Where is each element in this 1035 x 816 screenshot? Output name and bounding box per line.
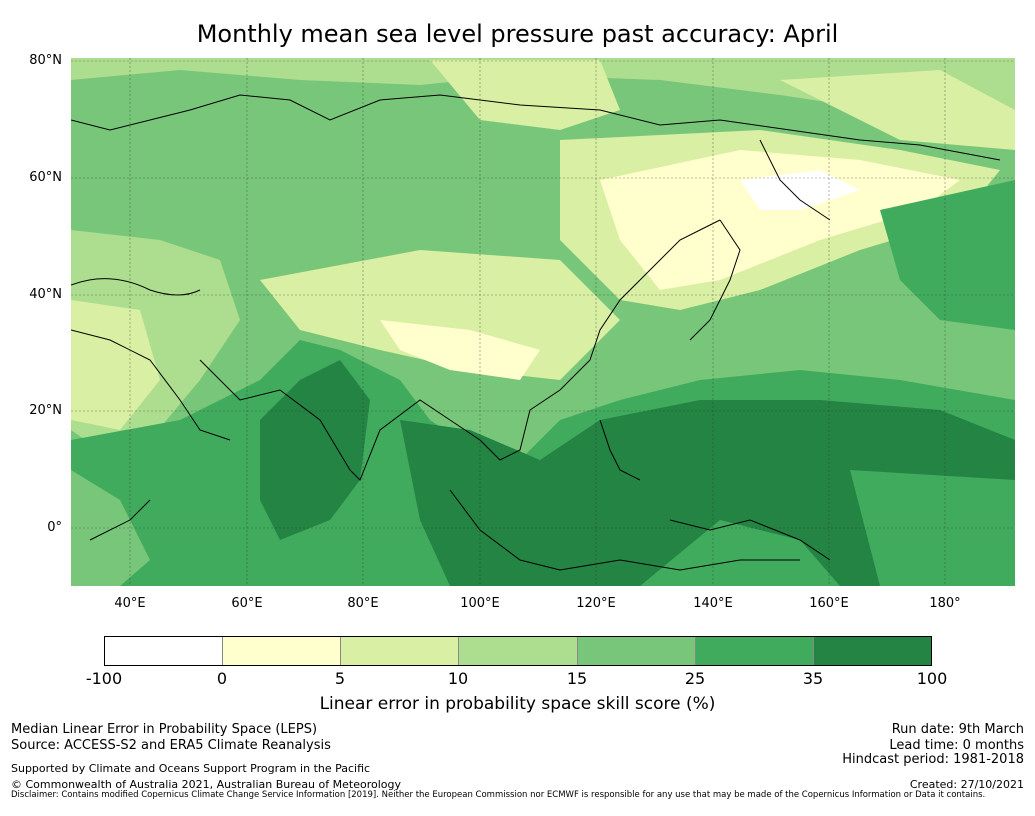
colorbar-tick: 5 bbox=[334, 669, 346, 688]
region-sw-medium bbox=[71, 470, 150, 586]
colorbar-tick: 25 bbox=[684, 669, 706, 688]
colorbar bbox=[104, 636, 932, 666]
footer-hindcast: Hindcast period: 1981-2018 bbox=[842, 752, 1024, 767]
footer-copyright: © Commonwealth of Australia 2021, Austra… bbox=[11, 778, 401, 791]
region-white-ne bbox=[740, 170, 860, 210]
footer-support: Supported by Climate and Oceans Support … bbox=[11, 762, 371, 775]
footer-run-date: Run date: 9th March bbox=[891, 722, 1024, 737]
lon-label-120e: 120°E bbox=[576, 596, 616, 611]
lat-label-20n: 20°N bbox=[29, 403, 62, 418]
footer-disclaimer: Disclaimer: Contains modified Copernicus… bbox=[11, 790, 986, 800]
lon-label-60e: 60°E bbox=[231, 596, 263, 611]
colorbar-swatch-2 bbox=[223, 637, 342, 665]
footer-lead-time: Lead time: 0 months bbox=[889, 738, 1024, 753]
colorbar-swatch-7 bbox=[813, 637, 931, 665]
region-arabia-yellow bbox=[71, 300, 160, 430]
lon-label-140e: 140°E bbox=[693, 596, 733, 611]
colorbar-tick: -100 bbox=[85, 669, 123, 688]
colorbar-tick: 100 bbox=[916, 669, 948, 688]
footer-source: Source: ACCESS-S2 and ERA5 Climate Reana… bbox=[11, 738, 331, 753]
coastlines bbox=[71, 94, 1001, 571]
colorbar-tick: 0 bbox=[216, 669, 228, 688]
lat-label-0: 0° bbox=[47, 520, 62, 535]
lon-label-180: 180° bbox=[929, 596, 961, 611]
region-central-paleyellow bbox=[600, 150, 960, 290]
colorbar-swatch-3 bbox=[341, 637, 460, 665]
lat-label-40n: 40°N bbox=[29, 287, 62, 302]
footer-created: Created: 27/10/2021 bbox=[909, 778, 1024, 791]
colorbar-swatch-5 bbox=[577, 637, 696, 665]
lat-label-60n: 60°N bbox=[29, 170, 62, 185]
region-pacific-ne bbox=[880, 180, 1015, 330]
map-title: Monthly mean sea level pressure past acc… bbox=[196, 20, 839, 48]
region-indonesia-dark bbox=[400, 400, 1015, 586]
region-north-light bbox=[71, 58, 1015, 120]
colorbar-tick: 10 bbox=[447, 669, 469, 688]
colorbar-tick: 35 bbox=[802, 669, 824, 688]
region-ne-yellow bbox=[780, 70, 1015, 150]
colorbar-swatch-6 bbox=[695, 637, 814, 665]
lon-label-160e: 160°E bbox=[809, 596, 849, 611]
lat-label-80n: 80°N bbox=[29, 53, 62, 68]
lon-label-80e: 80°E bbox=[347, 596, 379, 611]
footer-leps: Median Linear Error in Probability Space… bbox=[11, 722, 318, 737]
lon-label-100e: 100°E bbox=[460, 596, 500, 611]
region-asia-paleyellow bbox=[380, 320, 540, 380]
region-bay-dark bbox=[260, 360, 370, 540]
colorbar-tick: 15 bbox=[566, 669, 588, 688]
lon-label-40e: 40°E bbox=[114, 596, 146, 611]
colorbar-swatch-1 bbox=[105, 637, 224, 665]
skill-score-map bbox=[71, 58, 1015, 586]
region-north-yellow bbox=[430, 60, 620, 130]
colorbar-label: Linear error in probability space skill … bbox=[319, 694, 716, 714]
colorbar-swatch-4 bbox=[459, 637, 578, 665]
graticule bbox=[71, 58, 1015, 586]
